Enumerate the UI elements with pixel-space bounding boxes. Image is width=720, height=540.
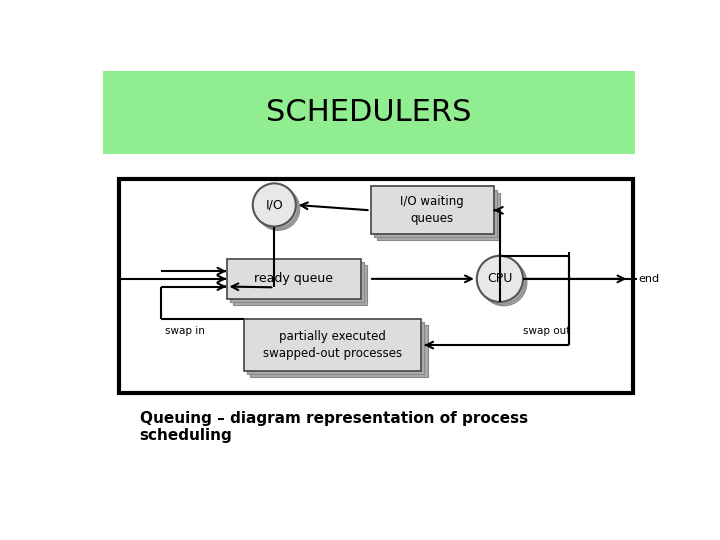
- Text: I/O: I/O: [266, 198, 283, 212]
- Bar: [233, 265, 367, 305]
- Circle shape: [256, 187, 300, 231]
- Bar: [251, 325, 428, 377]
- Text: I/O waiting
queues: I/O waiting queues: [400, 195, 464, 225]
- Circle shape: [477, 256, 523, 302]
- Text: SCHEDULERS: SCHEDULERS: [266, 98, 472, 127]
- Circle shape: [253, 184, 296, 226]
- Circle shape: [481, 260, 527, 306]
- Text: swap in: swap in: [165, 326, 204, 336]
- Bar: [377, 193, 500, 240]
- Bar: [227, 259, 361, 299]
- Bar: [119, 179, 633, 393]
- Circle shape: [479, 258, 526, 304]
- Bar: [104, 71, 634, 154]
- Text: swap out: swap out: [523, 326, 570, 336]
- Text: end: end: [639, 274, 660, 284]
- Text: Queuing – diagram representation of process: Queuing – diagram representation of proc…: [140, 411, 528, 426]
- Text: CPU: CPU: [487, 272, 513, 285]
- Bar: [230, 262, 364, 302]
- Text: scheduling: scheduling: [140, 428, 233, 443]
- Text: partially executed
swapped-out processes: partially executed swapped-out processes: [264, 330, 402, 360]
- Text: ready queue: ready queue: [254, 272, 333, 285]
- Bar: [244, 319, 421, 372]
- Circle shape: [255, 186, 298, 229]
- Bar: [371, 186, 494, 234]
- Bar: [374, 190, 497, 237]
- Bar: [248, 322, 424, 374]
